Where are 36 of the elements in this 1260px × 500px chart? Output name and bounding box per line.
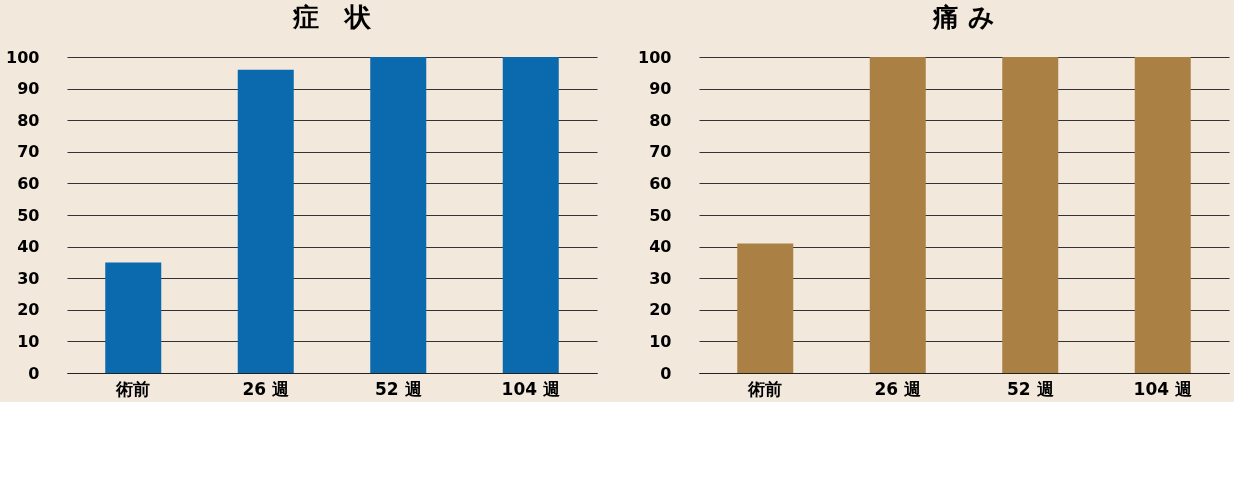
y-tick-label: 80: [17, 110, 40, 130]
y-tick-label: 50: [649, 205, 672, 225]
y-tick-label: 60: [17, 173, 40, 193]
y-tick-label: 90: [17, 79, 40, 99]
y-tick-label: 0: [28, 363, 40, 383]
x-tick-label: 104 週: [1133, 378, 1192, 399]
y-tick-label: 80: [649, 110, 672, 130]
y-tick-label: 100: [6, 47, 40, 67]
y-tick-label: 70: [649, 142, 672, 162]
x-tick-label: 術前: [747, 378, 783, 399]
bar: [105, 262, 162, 373]
chart-title: 症 状: [292, 2, 372, 32]
y-tick-label: 60: [649, 173, 672, 193]
bar: [370, 57, 427, 373]
y-tick-label: 20: [649, 300, 672, 320]
bar: [237, 69, 294, 373]
x-tick-label: 26 週: [242, 378, 290, 399]
y-tick-label: 20: [17, 300, 40, 320]
chart-title: 痛 み: [931, 2, 996, 32]
x-tick-label: 52 週: [374, 378, 422, 399]
x-tick-label: 26 週: [874, 378, 922, 399]
bar: [502, 57, 559, 373]
y-tick-label: 10: [17, 331, 40, 351]
y-tick-label: 30: [17, 268, 40, 288]
y-tick-label: 10: [649, 331, 672, 351]
x-tick-label: 術前: [115, 378, 151, 399]
x-tick-label: 52 週: [1006, 378, 1054, 399]
y-tick-label: 50: [17, 205, 40, 225]
y-tick-label: 70: [17, 142, 40, 162]
y-tick-label: 30: [649, 268, 672, 288]
y-tick-label: 0: [660, 363, 672, 383]
y-tick-label: 90: [649, 79, 672, 99]
y-tick-label: 100: [638, 47, 672, 67]
y-tick-label: 40: [649, 237, 672, 257]
y-tick-label: 40: [17, 237, 40, 257]
x-tick-label: 104 週: [501, 378, 560, 399]
